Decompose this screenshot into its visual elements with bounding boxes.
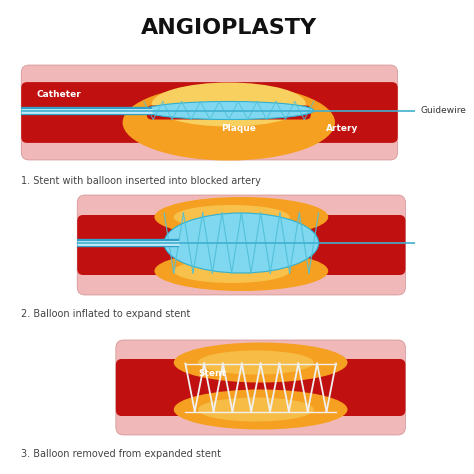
FancyBboxPatch shape <box>21 82 398 143</box>
Ellipse shape <box>198 350 314 374</box>
FancyBboxPatch shape <box>116 359 405 416</box>
Text: 3. Balloon removed from expanded stent: 3. Balloon removed from expanded stent <box>21 449 221 459</box>
Ellipse shape <box>198 398 314 421</box>
Ellipse shape <box>155 197 328 237</box>
Text: 2. Balloon inflated to expand stent: 2. Balloon inflated to expand stent <box>21 309 191 319</box>
Ellipse shape <box>174 205 290 229</box>
FancyBboxPatch shape <box>77 215 405 275</box>
FancyBboxPatch shape <box>116 340 405 435</box>
Ellipse shape <box>152 82 306 127</box>
Text: Guidewire: Guidewire <box>421 106 467 115</box>
Ellipse shape <box>144 101 314 119</box>
Ellipse shape <box>123 84 335 161</box>
FancyBboxPatch shape <box>147 106 311 119</box>
Ellipse shape <box>164 213 319 273</box>
Text: ANGIOPLASTY: ANGIOPLASTY <box>141 18 317 38</box>
FancyBboxPatch shape <box>21 65 398 160</box>
Ellipse shape <box>174 390 347 429</box>
Ellipse shape <box>174 259 290 283</box>
Text: Plaque: Plaque <box>221 124 256 133</box>
Text: 1. Stent with balloon inserted into blocked artery: 1. Stent with balloon inserted into bloc… <box>21 176 261 186</box>
Text: Catheter: Catheter <box>36 90 82 99</box>
FancyBboxPatch shape <box>77 195 405 295</box>
Ellipse shape <box>174 343 347 383</box>
Text: Stent: Stent <box>199 369 227 378</box>
Ellipse shape <box>155 251 328 291</box>
Text: Artery: Artery <box>326 124 358 133</box>
